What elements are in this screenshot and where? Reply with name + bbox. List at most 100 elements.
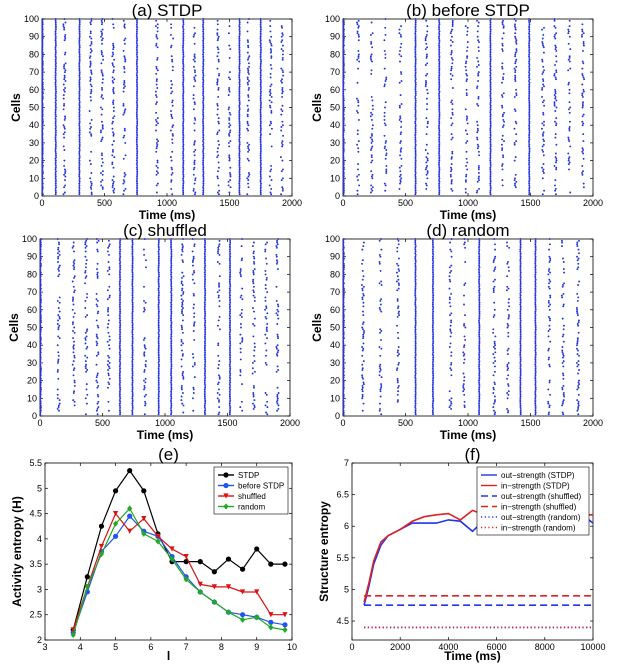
spike-point [528,110,531,112]
spike-point [547,413,550,416]
spike-point [448,346,451,348]
spike-point [432,276,435,279]
spike-point [342,326,345,329]
spike-point [39,383,42,386]
spike-point [131,287,134,290]
spike-point [123,39,126,42]
spike-point [450,312,453,315]
spike-point [357,39,360,42]
spike-point [478,259,481,262]
spike-point [466,168,469,171]
spike-point [342,261,345,263]
spike-point [136,177,139,180]
spike-point [218,72,221,75]
spike-point [397,346,400,348]
spike-point [425,166,428,169]
spike-point [64,184,67,187]
spike-point [228,392,231,394]
spike-point [519,395,522,398]
spike-point [229,166,232,169]
spike-point [89,55,92,58]
spike-point [145,393,147,396]
spike-point [216,81,219,84]
spike-point [462,390,465,393]
spike-point [541,37,544,40]
spike-point [370,118,373,121]
spike-point [95,298,98,301]
spike-point [370,156,373,159]
spike-point [478,301,481,304]
spike-point [357,25,360,28]
spike-point [269,41,272,43]
spike-point [119,356,122,359]
spike-point [170,315,173,318]
spike-point [112,71,115,74]
spike-point [182,159,185,162]
spike-point [157,305,160,308]
spike-point [477,46,480,49]
spike-point [361,296,364,299]
raster-random-ytick-label: 20 [330,376,340,386]
spike-point [494,335,497,338]
spike-point [247,62,250,65]
spike-point [85,245,88,248]
spike-point [361,393,364,396]
spike-point [371,173,374,176]
spike-point [554,76,557,79]
spike-point [265,278,268,281]
raster-random-ytick-label: 40 [330,340,340,350]
spike-point [228,117,231,120]
spike-point [281,143,284,146]
spike-point [229,372,232,375]
spike-point [476,19,478,22]
spike-point [41,152,44,155]
spike-point [541,122,544,125]
spike-point [39,411,42,414]
spike-point [371,145,374,148]
spike-point [519,303,522,306]
spike-point [229,282,231,285]
spike-point [553,19,556,22]
spike-point [432,351,435,354]
spike-point [54,28,57,31]
spike-point [362,301,365,304]
spike-point [78,23,81,26]
spike-point [513,95,516,98]
spike-point [202,26,205,29]
spike-point [432,399,435,402]
spike-point [438,55,441,58]
spike-point [528,19,530,22]
spike-point [342,399,345,402]
spike-point [581,74,584,77]
spike-point [276,308,279,311]
spike-point [534,344,537,347]
spike-point [72,369,75,371]
spike-point [362,337,365,340]
spike-point [414,28,417,31]
spike-point [204,384,207,387]
spike-point [464,108,467,111]
spike-point [463,388,466,391]
spike-point [136,168,139,171]
spike-point [385,164,388,167]
spike-point [89,92,92,95]
spike-point [357,19,360,22]
spike-point [102,58,105,61]
spike-point [157,349,160,352]
spike-point [202,99,205,102]
spike-point [424,149,427,151]
spike-point [123,180,126,183]
spike-point [569,191,572,194]
spike-point [135,33,138,36]
spike-point [204,407,207,410]
spike-point [123,81,126,84]
spike-point [541,87,544,89]
spike-point [229,406,232,409]
spike-point [414,374,417,377]
spike-point [39,292,42,295]
spike-point [357,67,360,70]
spike-point [463,241,466,244]
raster-shuffled-ytick-label: 20 [27,376,37,386]
spike-point [342,145,345,148]
